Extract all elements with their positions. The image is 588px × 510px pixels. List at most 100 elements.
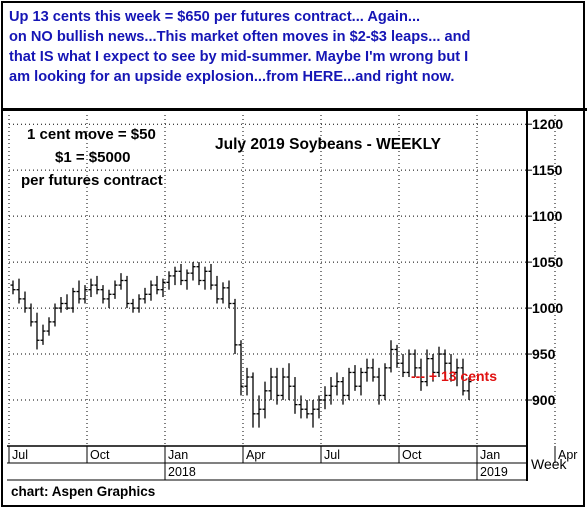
x-month-label: Jan — [480, 448, 500, 462]
ohlc-bar — [454, 358, 460, 387]
ohlc-bar — [394, 344, 400, 368]
y-tick-label: 1150 — [532, 162, 563, 178]
ohlc-bar — [418, 358, 424, 391]
ohlc-bar — [124, 275, 130, 309]
y-tick-label: 900 — [532, 392, 556, 408]
ohlc-bar — [430, 354, 436, 382]
ohlc-bar — [142, 287, 148, 304]
ohlc-bar — [214, 275, 220, 304]
x-month-label: Apr — [246, 448, 265, 462]
ohlc-bar — [46, 317, 52, 336]
y-tick-label: 950 — [532, 346, 556, 362]
ohlc-bar — [298, 395, 304, 419]
ohlc-bar — [370, 358, 376, 382]
ohlc-bar — [436, 346, 442, 378]
note-cent-move: 1 cent move = $50 — [27, 126, 156, 143]
headline-line: Up 13 cents this week = $650 per futures… — [9, 9, 421, 25]
ohlc-bar — [130, 298, 136, 313]
ohlc-bar — [352, 365, 358, 391]
ohlc-bar — [274, 367, 280, 405]
headline-line: on NO bullish news...This market often m… — [9, 29, 471, 45]
ohlc-bar — [100, 285, 106, 304]
ohlc-bar — [94, 275, 100, 295]
ohlc-bar — [400, 354, 406, 378]
note-dollar-move: $1 = $5000 — [55, 149, 131, 166]
ohlc-bar — [208, 263, 214, 290]
ohlc-bar — [160, 278, 166, 298]
annotation-up-13-cents: --- + 13 cents — [411, 368, 497, 384]
ohlc-bar — [34, 312, 40, 350]
x-month-label: Jul — [12, 448, 28, 462]
ohlc-bar — [202, 266, 208, 290]
ohlc-bar — [442, 349, 448, 378]
x-month-label: Jul — [324, 448, 340, 462]
price-chart: 900 950 1000 1050 1100 1150 1200 Jul Oct Jan Apr Ju… — [7, 111, 577, 499]
ohlc-bar — [364, 358, 370, 382]
ohlc-bar — [16, 278, 22, 304]
ohlc-bar — [424, 349, 430, 387]
ohlc-bars — [10, 262, 472, 428]
ohlc-bar — [310, 400, 316, 428]
x-axis-unit-label: Week — [531, 456, 568, 472]
ohlc-bar — [172, 266, 178, 286]
ohlc-bar — [382, 363, 388, 401]
ohlc-bar — [376, 367, 382, 405]
ohlc-bar — [196, 262, 202, 286]
ohlc-bar — [70, 287, 76, 313]
x-year-label: 2018 — [168, 465, 196, 479]
ohlc-bar — [220, 282, 226, 304]
ohlc-bar — [286, 363, 292, 401]
ohlc-bar — [118, 273, 124, 290]
ohlc-bar — [328, 377, 334, 405]
ohlc-bar — [226, 280, 232, 309]
ohlc-bar — [346, 367, 352, 401]
x-month-label: Oct — [90, 448, 110, 462]
ohlc-bar — [268, 367, 274, 401]
ohlc-bar — [10, 280, 16, 295]
ohlc-bar — [112, 280, 118, 299]
chart-title: July 2019 Soybeans - WEEKLY — [215, 136, 442, 153]
ohlc-bar — [58, 297, 64, 313]
x-month-label: Oct — [402, 448, 422, 462]
ohlc-bar — [256, 395, 262, 428]
y-tick-label: 1000 — [532, 300, 563, 316]
ohlc-bar — [412, 349, 418, 378]
headline-commentary: Up 13 cents this week = $650 per futures… — [9, 7, 581, 87]
ohlc-bar — [250, 372, 256, 428]
x-month-label: Jan — [168, 448, 188, 462]
ohlc-bar — [358, 367, 364, 396]
x-year-label: 2019 — [480, 465, 508, 479]
ohlc-bar — [40, 324, 46, 345]
ohlc-bar — [406, 349, 412, 378]
x-month-label: Apr — [558, 448, 577, 462]
ohlc-bar — [64, 294, 70, 310]
divider — [3, 108, 587, 111]
ohlc-bar — [82, 285, 88, 304]
ohlc-bar — [322, 386, 328, 410]
ohlc-bar — [52, 303, 58, 327]
ohlc-bar — [238, 340, 244, 396]
ohlc-bar — [244, 367, 250, 396]
source-credit: chart: Aspen Graphics — [11, 484, 155, 499]
ohlc-bar — [184, 269, 190, 290]
ohlc-bar — [190, 262, 196, 281]
ohlc-bar — [232, 298, 238, 355]
ohlc-bar — [262, 381, 268, 419]
note-per-contract: per futures contract — [21, 172, 163, 189]
ohlc-bar — [178, 263, 184, 286]
ohlc-bar — [448, 354, 454, 382]
ohlc-bar — [166, 271, 172, 290]
ohlc-bar — [334, 372, 340, 396]
ohlc-bar — [304, 400, 310, 419]
ohlc-bar — [388, 340, 394, 373]
ohlc-bar — [148, 280, 154, 301]
ohlc-bar — [280, 367, 286, 401]
ohlc-bar — [466, 377, 472, 401]
y-tick-label: 1100 — [532, 208, 563, 224]
ohlc-bar — [76, 280, 82, 304]
ohlc-bar — [340, 377, 346, 405]
axes: 900 950 1000 1050 1100 1150 1200 Jul Oct Jan Apr Ju… — [7, 111, 577, 481]
labels: 1 cent move = $50 $1 = $5000 per futures… — [11, 126, 568, 499]
ohlc-bar — [22, 291, 28, 313]
